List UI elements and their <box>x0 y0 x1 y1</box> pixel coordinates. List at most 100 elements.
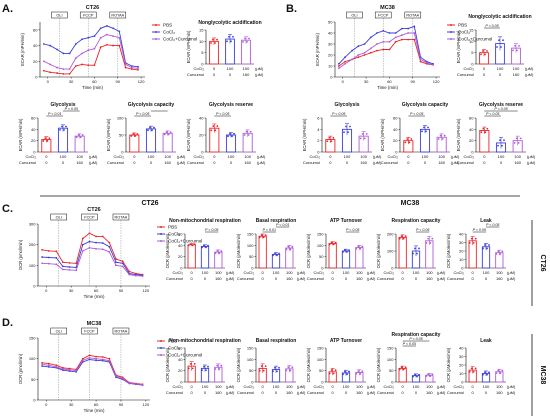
D-trace-title: MC38 <box>87 321 102 327</box>
B-glyco-dot <box>345 125 347 128</box>
C-leak-dot <box>495 253 498 255</box>
D-atp-title: ATP Turnover <box>330 338 362 344</box>
D-trace-legend-dot <box>160 354 162 356</box>
A-glyco-curcumol-label: Curcumol <box>19 160 36 165</box>
D-leak-curcumol-value: 160 <box>496 390 503 395</box>
C-trace-point <box>128 273 131 276</box>
B-glyco-sig-label: P < 0.05 <box>332 112 345 116</box>
A-glycocap-title: Glycolysis capacity <box>128 102 175 108</box>
B-nonglyco-dot <box>502 39 504 42</box>
A-glycores-ytick-label: 40 <box>199 116 204 121</box>
B-glyco-ylabel: ECAR (mPH/min) <box>302 118 307 151</box>
D-capacity-dot <box>427 373 430 376</box>
D-trace-point <box>95 355 97 358</box>
B-glycores-ytick-label: 40 <box>469 127 474 132</box>
A-nonglyco-title: Nonglycolytic acidification <box>198 20 261 26</box>
D-trace-xtick-label: 90 <box>119 402 124 407</box>
B-trace-point <box>376 32 378 34</box>
B-trace-marker-box <box>346 11 363 19</box>
B-nonglyco-group: Nonglycolytic acidification 0 5 10 15 ECAR (m… <box>456 14 534 77</box>
C-trace-ytick-label: 100 <box>29 263 36 268</box>
D-nonmito-dot <box>207 365 209 368</box>
A-glyco-curcumol-value: 160 <box>76 160 83 165</box>
C-basal-dot <box>258 236 261 239</box>
D-capacity-dot <box>431 373 434 376</box>
C-capacity-dot <box>416 252 418 255</box>
D-nonmito-cocl2-value: 100 <box>202 384 209 389</box>
A-glycores-dot <box>249 130 252 133</box>
D-basal-cocl2-value: 0 <box>262 384 265 389</box>
C-trace-series-line <box>42 232 143 276</box>
A-trace-point <box>93 47 96 50</box>
B-trace-point <box>344 56 347 59</box>
D-basal-ytick-label: 50 <box>249 368 254 373</box>
B-glycocap-dot <box>425 130 427 133</box>
A-glycores-curcumol-label: Curcumol <box>187 160 204 165</box>
D-capacity-cocl2-value: 100 <box>413 384 420 389</box>
A-trace-point <box>62 72 65 75</box>
C-leak-dot <box>501 250 504 253</box>
C-trace-point <box>101 242 104 244</box>
D-basal-cocl2-value: 100 <box>286 384 293 389</box>
D-leak-group: Leak 0 10 20 30 40 OCR (pMoles/min)CoCl₂Curcum… <box>446 338 516 395</box>
A-trace-point <box>42 60 45 63</box>
D-capacity-ytick-label: 50 <box>389 368 394 373</box>
D-trace-point <box>68 370 71 372</box>
B-trace-point <box>413 32 416 34</box>
B-glycocap-unit-2: (μM) <box>451 160 460 165</box>
A-glycocap-dot <box>163 133 166 136</box>
D-leak-curcumol-label: Curcumol <box>447 390 464 395</box>
B-nonglyco-ytick-label: 10 <box>469 39 474 44</box>
C-trace-point <box>128 270 131 273</box>
B-trace-series-line <box>338 39 434 67</box>
D-trace-legend-label: PBS <box>168 339 177 344</box>
B-glycocap-cocl2-value: 0 <box>407 154 410 159</box>
D-trace-series-line <box>42 357 143 386</box>
D-capacity-cocl2-label: CoCl₂ <box>384 384 395 389</box>
C-basal-group: Basal respiration 0 50 100 150 OCR (pMoles/mi… <box>236 218 306 281</box>
A-trace-point <box>49 44 52 47</box>
C-atp-dot <box>342 251 344 253</box>
A-trace-point <box>62 52 65 55</box>
C-atp-ytick-label: 100 <box>317 243 324 248</box>
C-trace-point <box>47 262 50 265</box>
A-trace-ytick-label: 40 <box>33 43 38 48</box>
D-trace-point <box>101 358 104 361</box>
A-trace-ylabel: ECAR (mPH/min) <box>20 32 25 65</box>
C-trace-point <box>61 268 64 271</box>
A-glycores-unit-2: (μM) <box>257 160 266 165</box>
C-basal-title: Basal respiration <box>256 218 297 224</box>
D-leak-cocl2-label: CoCl₂ <box>454 384 465 389</box>
B-glyco-cocl2-value: 100 <box>344 154 351 159</box>
A-trace-xtick-label: 60 <box>92 79 97 84</box>
C-trace-point <box>68 266 71 268</box>
D-leak-ytick-label: 0 <box>461 380 464 385</box>
D-trace-ytick-label: 150 <box>29 336 36 341</box>
D-trace-point <box>61 366 64 369</box>
C-leak-ytick-label: 0 <box>461 266 464 271</box>
A-glyco-ytick-label: 0 <box>33 150 36 155</box>
B-glyco-curcumol-label: Curcumol <box>303 160 320 165</box>
C-basal-sig-label: P < 0.01 <box>276 223 289 227</box>
B-trace-marker-label: OLI <box>351 13 357 17</box>
A-glycocap-dot <box>169 131 172 134</box>
D-capacity-dot <box>425 375 428 378</box>
B-glycocap-dot <box>421 130 423 133</box>
B-glycores-ytick-label: 20 <box>469 138 474 143</box>
C-atp-group: ATP Turnover 0 50 100 150 OCR (pMoles/min) P <… <box>306 218 376 281</box>
D-nonmito-dot <box>205 369 207 371</box>
D-atp-curcumol-value: 0 <box>345 390 348 395</box>
B-glyco-dot <box>328 136 331 139</box>
A-trace-point <box>49 63 52 66</box>
A-trace-group: CT26 OLI FCCP ROTAA 0 20 40 60 0 30 60 90 120 Time (m… <box>20 5 197 90</box>
A-trace-point <box>56 48 59 51</box>
C-trace-point <box>68 261 71 264</box>
C-trace-point <box>41 256 44 258</box>
B-glycores-dot <box>515 137 518 140</box>
C-capacity-dot <box>400 235 403 238</box>
C-basal-curcumol-value: 0 <box>262 276 265 281</box>
A-nonglyco-curcumol-value: 160 <box>243 72 250 77</box>
C-capacity-dot <box>412 252 414 255</box>
B-trace-point <box>363 51 366 54</box>
C-trace-legend-label: PBS <box>168 225 177 230</box>
